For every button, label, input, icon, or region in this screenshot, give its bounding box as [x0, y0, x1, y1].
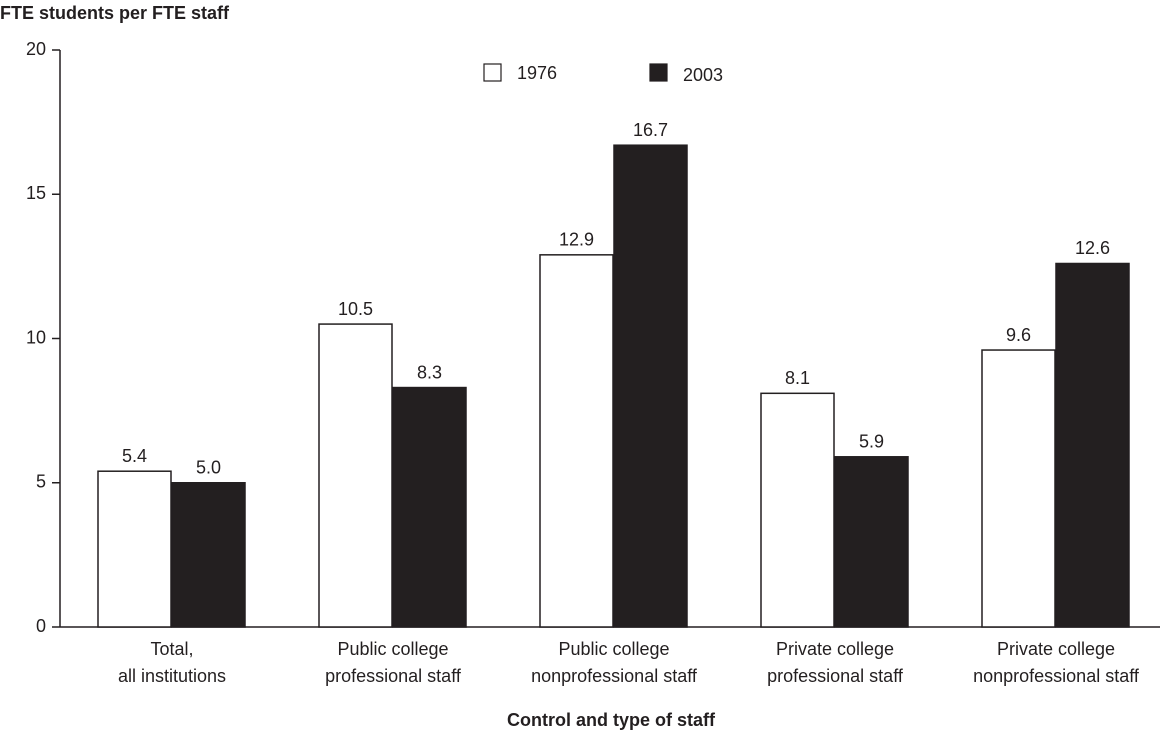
x-tick-label: professional staff — [767, 666, 904, 686]
bar — [1055, 262, 1130, 628]
x-tick-label: Public college — [337, 639, 448, 659]
x-tick-label: Total, — [150, 639, 193, 659]
y-tick-label: 0 — [36, 616, 46, 636]
x-axis-title: Control and type of staff — [507, 710, 716, 730]
bar — [539, 254, 614, 628]
bar — [613, 144, 688, 628]
data-label: 8.3 — [417, 362, 442, 382]
x-tick-label: Public college — [558, 639, 669, 659]
y-tick-label: 5 — [36, 472, 46, 492]
data-label: 5.0 — [196, 458, 221, 478]
x-tick-label: Private college — [776, 639, 894, 659]
data-label: 5.9 — [859, 432, 884, 452]
legend-label: 1976 — [517, 63, 557, 83]
data-label: 16.7 — [633, 120, 668, 140]
data-label: 8.1 — [785, 368, 810, 388]
data-label: 10.5 — [338, 299, 373, 319]
x-tick-label: all institutions — [118, 666, 226, 686]
legend-swatch — [483, 63, 502, 82]
legend-label: 2003 — [683, 65, 723, 85]
x-tick-label: professional staff — [325, 666, 462, 686]
bar — [981, 349, 1056, 628]
data-label: 9.6 — [1006, 325, 1031, 345]
bar — [171, 482, 246, 628]
bar — [760, 392, 835, 628]
y-tick-label: 10 — [26, 327, 46, 347]
data-label: 12.6 — [1075, 238, 1110, 258]
bar — [97, 470, 172, 628]
data-label: 5.4 — [122, 446, 147, 466]
legend-swatch — [649, 63, 668, 82]
x-tick-label: nonprofessional staff — [531, 666, 698, 686]
y-tick-label: 15 — [26, 183, 46, 203]
y-tick-label: 20 — [26, 39, 46, 59]
bar — [318, 323, 393, 628]
bar — [392, 386, 467, 628]
chart-title: FTE students per FTE staff — [0, 3, 230, 23]
x-tick-label: Private college — [997, 639, 1115, 659]
bar — [834, 456, 909, 628]
x-tick-label: nonprofessional staff — [973, 666, 1140, 686]
data-label: 12.9 — [559, 230, 594, 250]
